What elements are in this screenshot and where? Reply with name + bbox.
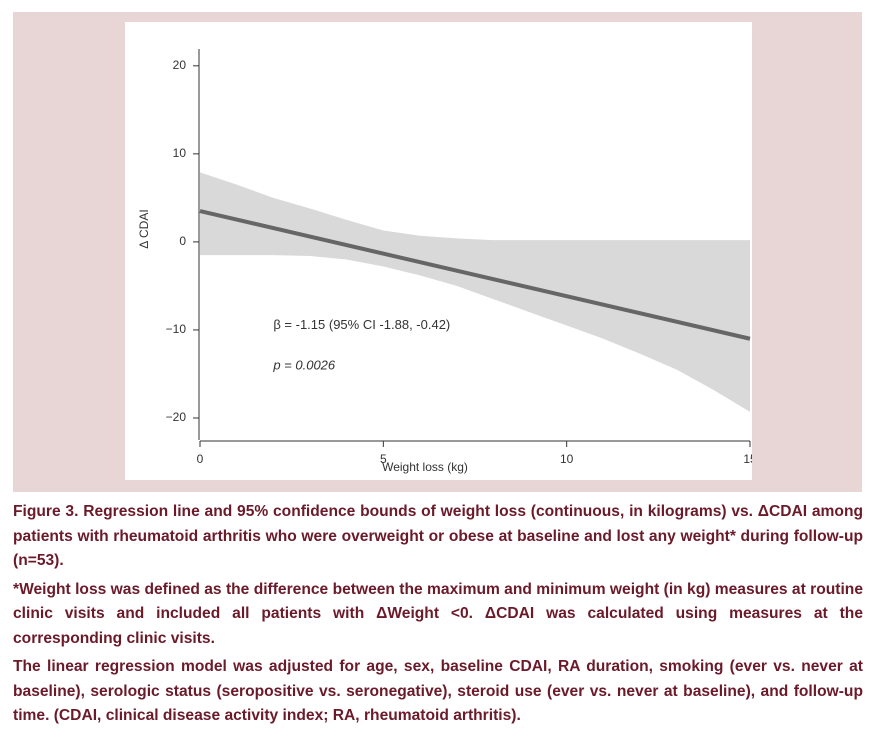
figure-panel: Weight loss (kg) Δ CDAI 20 10 0 −10 −20 0 5 10 1… [13,12,862,492]
x-tick-label: 15 [743,452,752,466]
caption-paragraph: *Weight loss was defined as the differen… [13,580,863,647]
annotation: p = 0.0026 [272,357,336,372]
y-tick-label: 10 [173,146,187,160]
y-tick-label: 20 [173,58,187,72]
y-tick-label: −20 [166,410,187,424]
caption-paragraph: The linear regression model was adjusted… [13,658,863,724]
x-tick-label: 0 [197,452,204,466]
x-tick-label: 10 [560,452,574,466]
y-axis-label: Δ CDAI [137,209,151,248]
y-tick-label: −10 [166,322,187,336]
y-tick-label: 0 [179,234,186,248]
annotation: β = -1.15 (95% CI -1.88, -0.42) [273,317,450,332]
x-axis-label: Weight loss (kg) [382,460,468,474]
caption-paragraph: Figure 3. Regression line and 95% confid… [13,503,863,569]
x-tick-label: 5 [380,452,387,466]
regression-line [199,209,751,341]
caption: Figure 3. Regression line and 95% confid… [13,500,863,733]
confidence-band [200,172,750,412]
chart: Weight loss (kg) Δ CDAI 20 10 0 −10 −20 0 5 10 1… [125,22,752,480]
